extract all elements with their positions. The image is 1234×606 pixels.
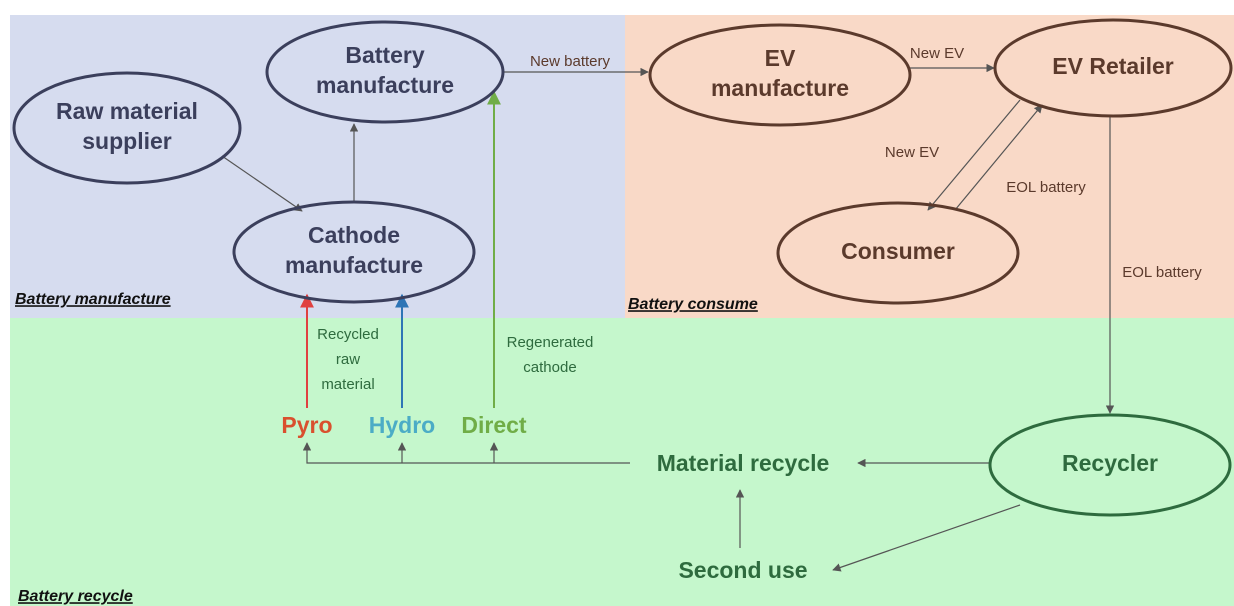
node-label: Second use [678, 557, 807, 583]
region-recycle [10, 318, 1234, 606]
arrow [832, 504, 1021, 572]
node-label: supplier [82, 128, 172, 154]
node-label: Raw material [56, 98, 198, 124]
node-shape [993, 18, 1233, 118]
node-label: manufacture [711, 75, 849, 101]
edge-label: Recycled [317, 326, 379, 343]
arrow [302, 442, 630, 464]
region-label: Battery recycle [18, 588, 133, 605]
node-label: Pyro [281, 412, 332, 438]
node-label: EV [765, 45, 796, 71]
region-consume [625, 15, 1234, 318]
node-shape [776, 201, 1020, 305]
region-manufacture [10, 15, 625, 318]
node-shape [12, 71, 242, 185]
edge-label: New battery [530, 53, 611, 70]
node-label: EV Retailer [1052, 53, 1173, 79]
arrow [221, 155, 303, 212]
node-label: Battery [345, 42, 424, 68]
region-label: Battery manufacture [15, 291, 171, 308]
node-shape [988, 413, 1232, 517]
node-shape [232, 200, 476, 304]
node-label: manufacture [285, 252, 423, 278]
edge-label: material [321, 376, 374, 393]
node-label: Cathode [308, 222, 400, 248]
node-shape [265, 20, 505, 124]
node-shape [648, 23, 912, 127]
node-label: Recycler [1062, 450, 1158, 476]
edge-label: New EV [910, 45, 964, 62]
node-label: Hydro [369, 412, 435, 438]
arrow [927, 99, 1021, 211]
edge-label: New EV [885, 144, 939, 161]
node-label: Consumer [841, 238, 955, 264]
edge-label: cathode [523, 359, 576, 376]
region-label: Battery consume [628, 296, 758, 313]
edge-label: raw [336, 351, 360, 368]
node-label: Material recycle [657, 450, 830, 476]
edge-label: Regenerated [507, 334, 594, 351]
edge-label: EOL battery [1122, 264, 1202, 281]
edge-label: EOL battery [1006, 179, 1086, 196]
arrows [221, 63, 1115, 572]
arrow [954, 104, 1043, 211]
node-label: manufacture [316, 72, 454, 98]
node-label: Direct [461, 412, 527, 438]
